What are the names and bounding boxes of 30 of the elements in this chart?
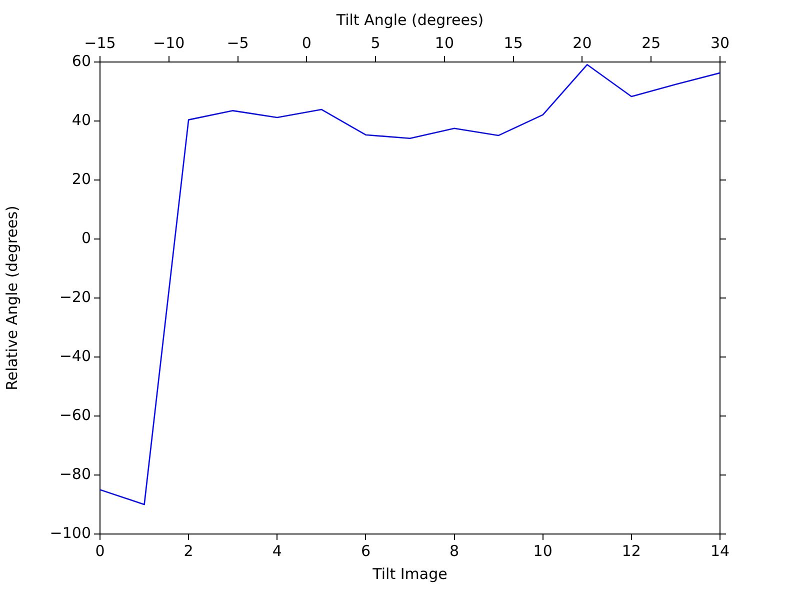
y-tick-label: 20	[72, 170, 91, 188]
x-tick-label: 6	[360, 542, 370, 560]
x2-tick-label: −5	[226, 34, 249, 52]
y-tick-label: 60	[72, 52, 91, 70]
x2-tick-label: −10	[153, 34, 185, 52]
x-tick-label: 14	[710, 542, 730, 560]
y-tick-label: 0	[81, 228, 91, 247]
x-tick-label: 10	[533, 542, 552, 560]
x2-tick-label: 10	[434, 34, 454, 52]
y-tick-label: 40	[72, 110, 91, 129]
y-tick-label: −80	[59, 464, 91, 483]
x2-tick-label: 0	[302, 34, 312, 52]
y-tick-label: −60	[59, 406, 91, 424]
x-tick-label: 12	[622, 542, 641, 560]
x2-tick-label: −15	[84, 34, 116, 52]
x-tick-label: 2	[184, 542, 194, 560]
x-tick-label: 0	[95, 542, 105, 560]
y-tick-label: −20	[59, 288, 91, 306]
x-tick-label: 8	[450, 542, 460, 560]
x-tick-label: 4	[272, 542, 282, 560]
y-tick-label: −100	[50, 524, 91, 542]
x2-axis-title: Tilt Angle (degrees)	[335, 10, 484, 29]
y-axis-title: Relative Angle (degrees)	[2, 206, 21, 390]
x2-tick-label: 30	[710, 34, 730, 52]
x2-tick-label: 25	[642, 34, 661, 52]
y-tick-label: −40	[59, 346, 91, 365]
x2-tick-label: 5	[370, 34, 380, 52]
x2-tick-label: 15	[504, 34, 523, 52]
x-axis-title: Tilt Image	[372, 564, 448, 583]
x2-tick-label: 20	[572, 34, 592, 52]
